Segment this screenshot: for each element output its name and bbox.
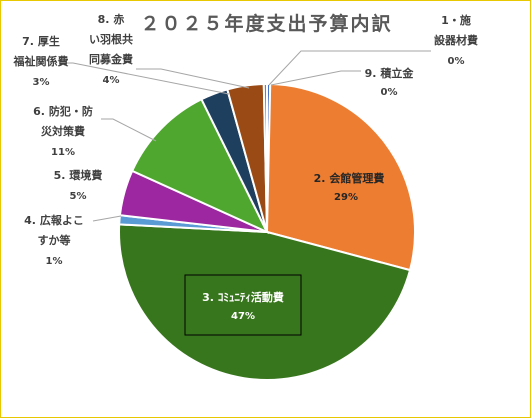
label-s6-line2: 災対策費 [40, 124, 85, 138]
label-s7-pct: 3% [33, 77, 50, 88]
label-s6-line1: 6. 防犯・防 [33, 104, 93, 118]
label-s1-pct: 0% [448, 56, 465, 67]
label-s2-pct: 29% [334, 192, 358, 203]
label-s5-pct: 5% [70, 191, 87, 202]
label-s8-line1: 8. 赤 [98, 12, 125, 26]
leader-line-9 [270, 70, 361, 86]
leader-line-1 [268, 50, 431, 86]
label-s1-line2: 設器材費 [434, 33, 478, 47]
leader-line-4 [92, 215, 122, 222]
leader-line-7 [61, 62, 230, 95]
selected-label-box [184, 274, 302, 336]
leader-line-6 [101, 118, 157, 142]
label-s4-line1: 4. 広報よこ [24, 213, 84, 227]
label-s7-line2: 福祉関係費 [13, 54, 69, 68]
label-s8-pct: 4% [103, 75, 120, 86]
pie-slice-6 [130, 97, 270, 235]
label-s2-line1: 2. 会館管理費 [314, 171, 385, 185]
label-s9-line1: 9. 積立金 [365, 66, 415, 80]
label-s3-line1: 3. ｺﾐｭﾆﾃｨ活動費 [202, 290, 284, 304]
pie-slice-9 [262, 82, 268, 233]
label-s7-line1: 7. 厚生 [22, 34, 60, 48]
pie-slice-3 [118, 223, 412, 381]
label-s8-line2: い羽根共 [89, 32, 133, 46]
label-s6-pct: 11% [51, 147, 75, 158]
label-s4-line2: すか等 [38, 233, 71, 247]
label-s5-line1: 5. 環境費 [54, 168, 103, 182]
label-s1-line1: 1・施 [441, 13, 471, 27]
label-s8-line3: 同募金費 [89, 52, 133, 66]
pie-slices [118, 82, 416, 381]
label-s9-pct: 0% [381, 87, 398, 98]
label-s4-pct: 1% [46, 256, 63, 267]
pie-slice-2 [265, 83, 416, 272]
label-s3-pct: 47% [231, 311, 255, 322]
chart-title: ２０２５年度支出予算内訳 [140, 13, 393, 35]
leader-line-8 [136, 68, 250, 89]
